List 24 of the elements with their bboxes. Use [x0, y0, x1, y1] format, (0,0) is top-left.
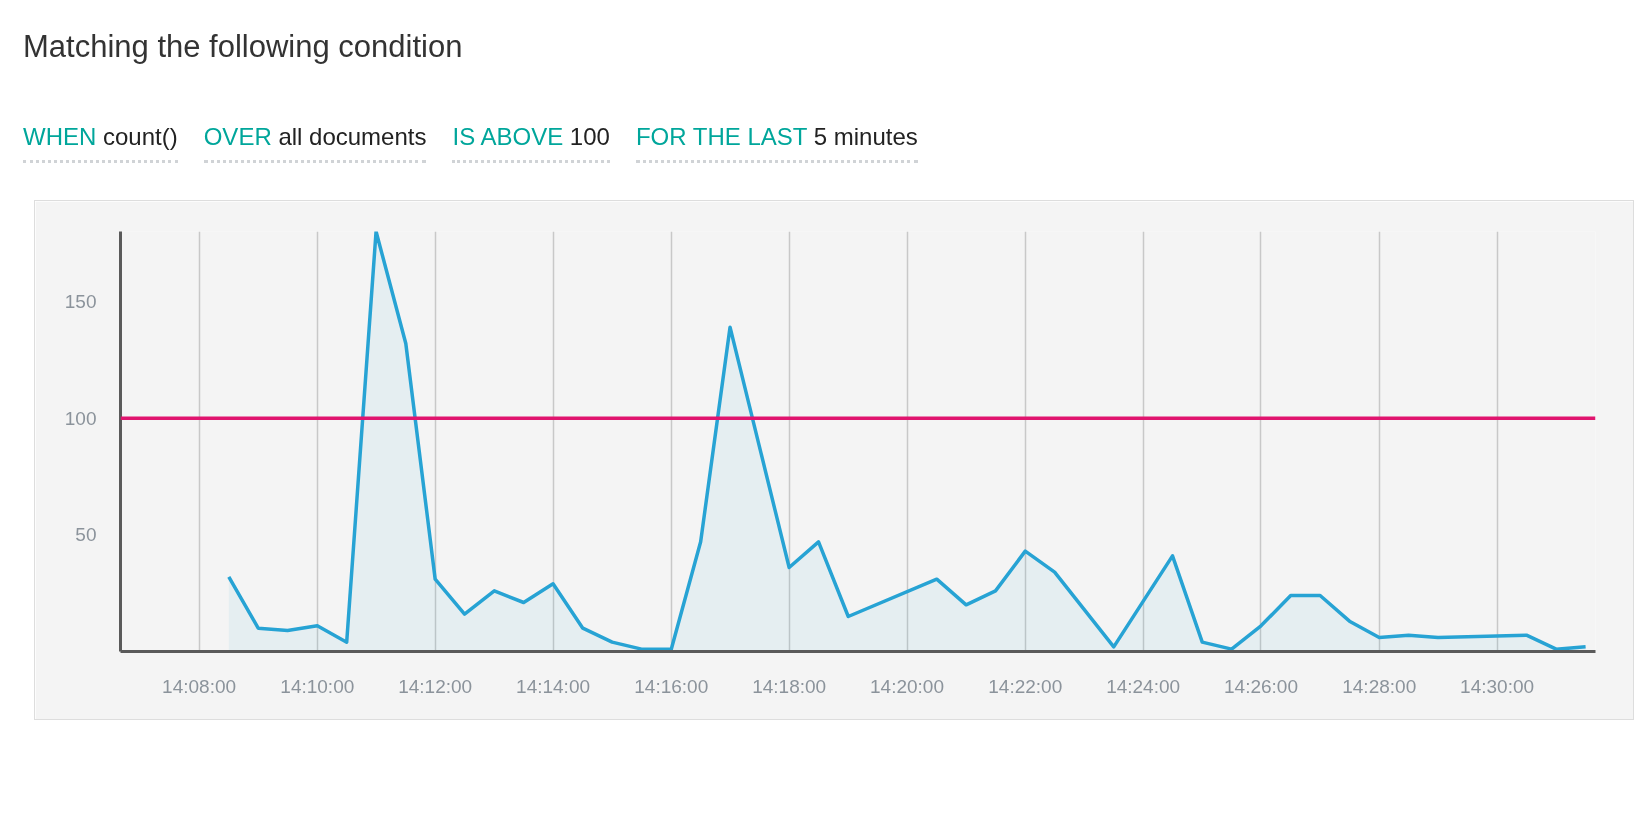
text: FOR THE LAST	[635, 123, 808, 150]
x-tick-label: 14:22:00	[988, 675, 1063, 697]
x-tick-label: 14:28:00	[1342, 675, 1417, 697]
y-tick-label: 100	[64, 407, 97, 429]
x-tick-label: 14:18:00	[752, 675, 827, 697]
text: OVER	[203, 123, 272, 150]
x-tick-label: 14:14:00	[516, 675, 591, 697]
text: all documents	[278, 123, 427, 150]
x-tick-label: 14:08:00	[162, 675, 237, 697]
x-tick-label: 14:30:00	[1460, 675, 1535, 697]
text: 5 minutes	[813, 123, 918, 150]
x-tick-label: 14:20:00	[870, 675, 945, 697]
x-tick-label: 14:26:00	[1224, 675, 1298, 697]
text: IS ABOVE	[452, 123, 564, 150]
y-tick-label: 50	[75, 524, 97, 546]
text: count()	[103, 123, 178, 150]
x-tick-label: 14:10:00	[280, 675, 355, 697]
chart-title: Matching the following condition	[23, 28, 463, 66]
x-tick-label: 14:12:00	[398, 675, 473, 697]
y-tick-label: 150	[64, 291, 97, 312]
x-tick-label: 14:24:00	[1106, 675, 1181, 697]
text: 100	[569, 123, 610, 150]
x-tick-label: 14:16:00	[634, 675, 709, 697]
text: WHEN	[23, 123, 97, 150]
